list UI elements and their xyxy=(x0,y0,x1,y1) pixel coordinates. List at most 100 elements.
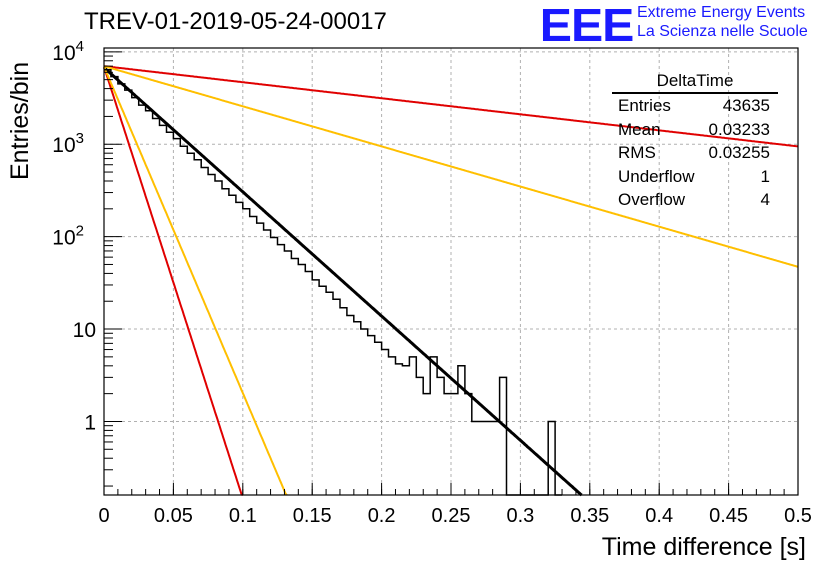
x-tick-labels: 0 0.05 0.1 0.15 0.2 0.25 0.3 0.35 0.4 0.45 0.5 xyxy=(98,505,811,527)
grid xyxy=(104,48,798,495)
ticks xyxy=(103,51,799,495)
histogram-bin xyxy=(319,286,326,495)
histogram-bin xyxy=(194,160,201,495)
histogram-bin xyxy=(160,125,167,495)
series-fit xyxy=(103,66,583,497)
series-orange-steep xyxy=(103,66,288,496)
histogram-bin xyxy=(354,322,361,495)
histogram-bin xyxy=(284,251,291,495)
histogram-bin xyxy=(250,217,257,495)
histogram-bin xyxy=(208,175,215,495)
histogram-bin xyxy=(382,350,389,495)
histogram-bin xyxy=(451,394,458,495)
y-tick-labels: 1 10 102 103 104 xyxy=(52,38,96,435)
y-tick-label: 104 xyxy=(52,38,84,65)
histogram-bin xyxy=(375,342,382,495)
stats-row: RMS 0.03255 xyxy=(612,141,778,165)
y-tick-exponent: 4 xyxy=(76,38,84,55)
stats-title: DeltaTime xyxy=(612,70,778,94)
y-tick-label: 1 xyxy=(84,411,96,434)
histogram-bin xyxy=(368,336,375,495)
histogram-bin xyxy=(187,153,194,495)
histogram-bin xyxy=(444,394,451,495)
histogram-bin xyxy=(305,271,312,495)
series-red-flat xyxy=(103,65,799,148)
histogram-bin xyxy=(291,259,298,495)
histogram xyxy=(104,68,562,496)
histogram-bin xyxy=(111,77,118,495)
stats-label: Overflow xyxy=(618,190,686,209)
histogram-bin xyxy=(173,139,180,495)
histogram-bin xyxy=(486,421,493,495)
stats-box: DeltaTime Entries 43635 Mean 0.03233 RMS 0.… xyxy=(612,70,778,212)
x-tick-label: 0.45 xyxy=(709,505,748,527)
x-tick-label: 0.5 xyxy=(784,505,812,527)
histogram-bin xyxy=(500,377,507,495)
x-tick-label: 0.15 xyxy=(293,505,332,527)
histogram-bin xyxy=(347,316,354,495)
histogram-bin xyxy=(340,308,347,495)
histogram-bin xyxy=(278,245,285,495)
histogram-bin xyxy=(104,70,111,495)
y-tick-label: 10 xyxy=(73,319,96,342)
x-tick-label: 0 xyxy=(98,505,109,527)
series-red-steep xyxy=(103,66,244,496)
stats-value: 4 xyxy=(760,190,770,209)
histogram-bin xyxy=(548,421,555,495)
histogram-bin xyxy=(361,329,368,495)
stats-value: 43635 xyxy=(722,96,770,115)
histogram-bin xyxy=(416,377,423,495)
histogram-bin xyxy=(409,357,416,495)
histogram-bin xyxy=(257,223,264,495)
histogram-bin xyxy=(437,377,444,495)
x-tick-label: 0.25 xyxy=(432,505,471,527)
histogram-bin xyxy=(166,132,173,495)
histogram-bin xyxy=(201,168,208,495)
histogram-bin xyxy=(243,209,250,495)
histogram-bin xyxy=(423,394,430,495)
logo-text: Extreme Energy Events La Scienza nelle S… xyxy=(637,3,808,41)
histogram-bin xyxy=(389,357,396,495)
series-orange-flat xyxy=(103,65,799,268)
histogram-bin xyxy=(402,366,409,495)
x-tick-label: 0.1 xyxy=(229,505,257,527)
y-tick-label: 102 xyxy=(52,223,84,250)
histogram-bin xyxy=(326,292,333,495)
y-tick-exponent: 3 xyxy=(76,130,84,147)
histogram-bin xyxy=(430,357,437,495)
histogram-outline xyxy=(104,68,562,496)
histogram-bin xyxy=(236,202,243,495)
histogram-bin xyxy=(465,394,472,495)
stats-row: Overflow 4 xyxy=(612,188,778,212)
stats-value: 0.03233 xyxy=(708,119,770,139)
histogram-bin xyxy=(271,237,278,495)
curves xyxy=(103,65,799,497)
y-axis-label: Entries/bin xyxy=(6,61,34,180)
stats-label: Entries xyxy=(618,96,671,115)
stats-row: Underflow 1 xyxy=(612,165,778,189)
histogram-bin xyxy=(479,421,486,495)
y-tick-label: 103 xyxy=(52,130,84,157)
chart-title: TREV-01-2019-05-24-00017 xyxy=(84,8,387,35)
eee-logo: EEE xyxy=(539,0,635,51)
histogram-bin xyxy=(153,118,160,495)
stats-row: Entries 43635 xyxy=(612,94,778,118)
x-tick-label: 0.2 xyxy=(368,505,396,527)
stats-value: 1 xyxy=(760,166,770,186)
x-tick-label: 0.4 xyxy=(645,505,673,527)
stats-value: 0.03255 xyxy=(708,143,770,162)
y-tick-exponent: 2 xyxy=(76,223,84,240)
histogram-bin xyxy=(395,364,402,495)
stats-label: Underflow xyxy=(618,166,695,186)
histogram-bin xyxy=(312,280,319,495)
logo-line-1: Extreme Energy Events xyxy=(637,4,806,21)
stats-row: Mean 0.03233 xyxy=(612,118,778,142)
logo-line-2: La Scienza nelle Scuole xyxy=(637,23,808,40)
stats-label: RMS xyxy=(618,143,656,162)
histogram-bin xyxy=(472,421,479,495)
histogram-bin xyxy=(118,84,125,495)
histogram-bin xyxy=(298,264,305,495)
histogram-bin xyxy=(493,421,500,495)
x-tick-label: 0.05 xyxy=(154,505,193,527)
